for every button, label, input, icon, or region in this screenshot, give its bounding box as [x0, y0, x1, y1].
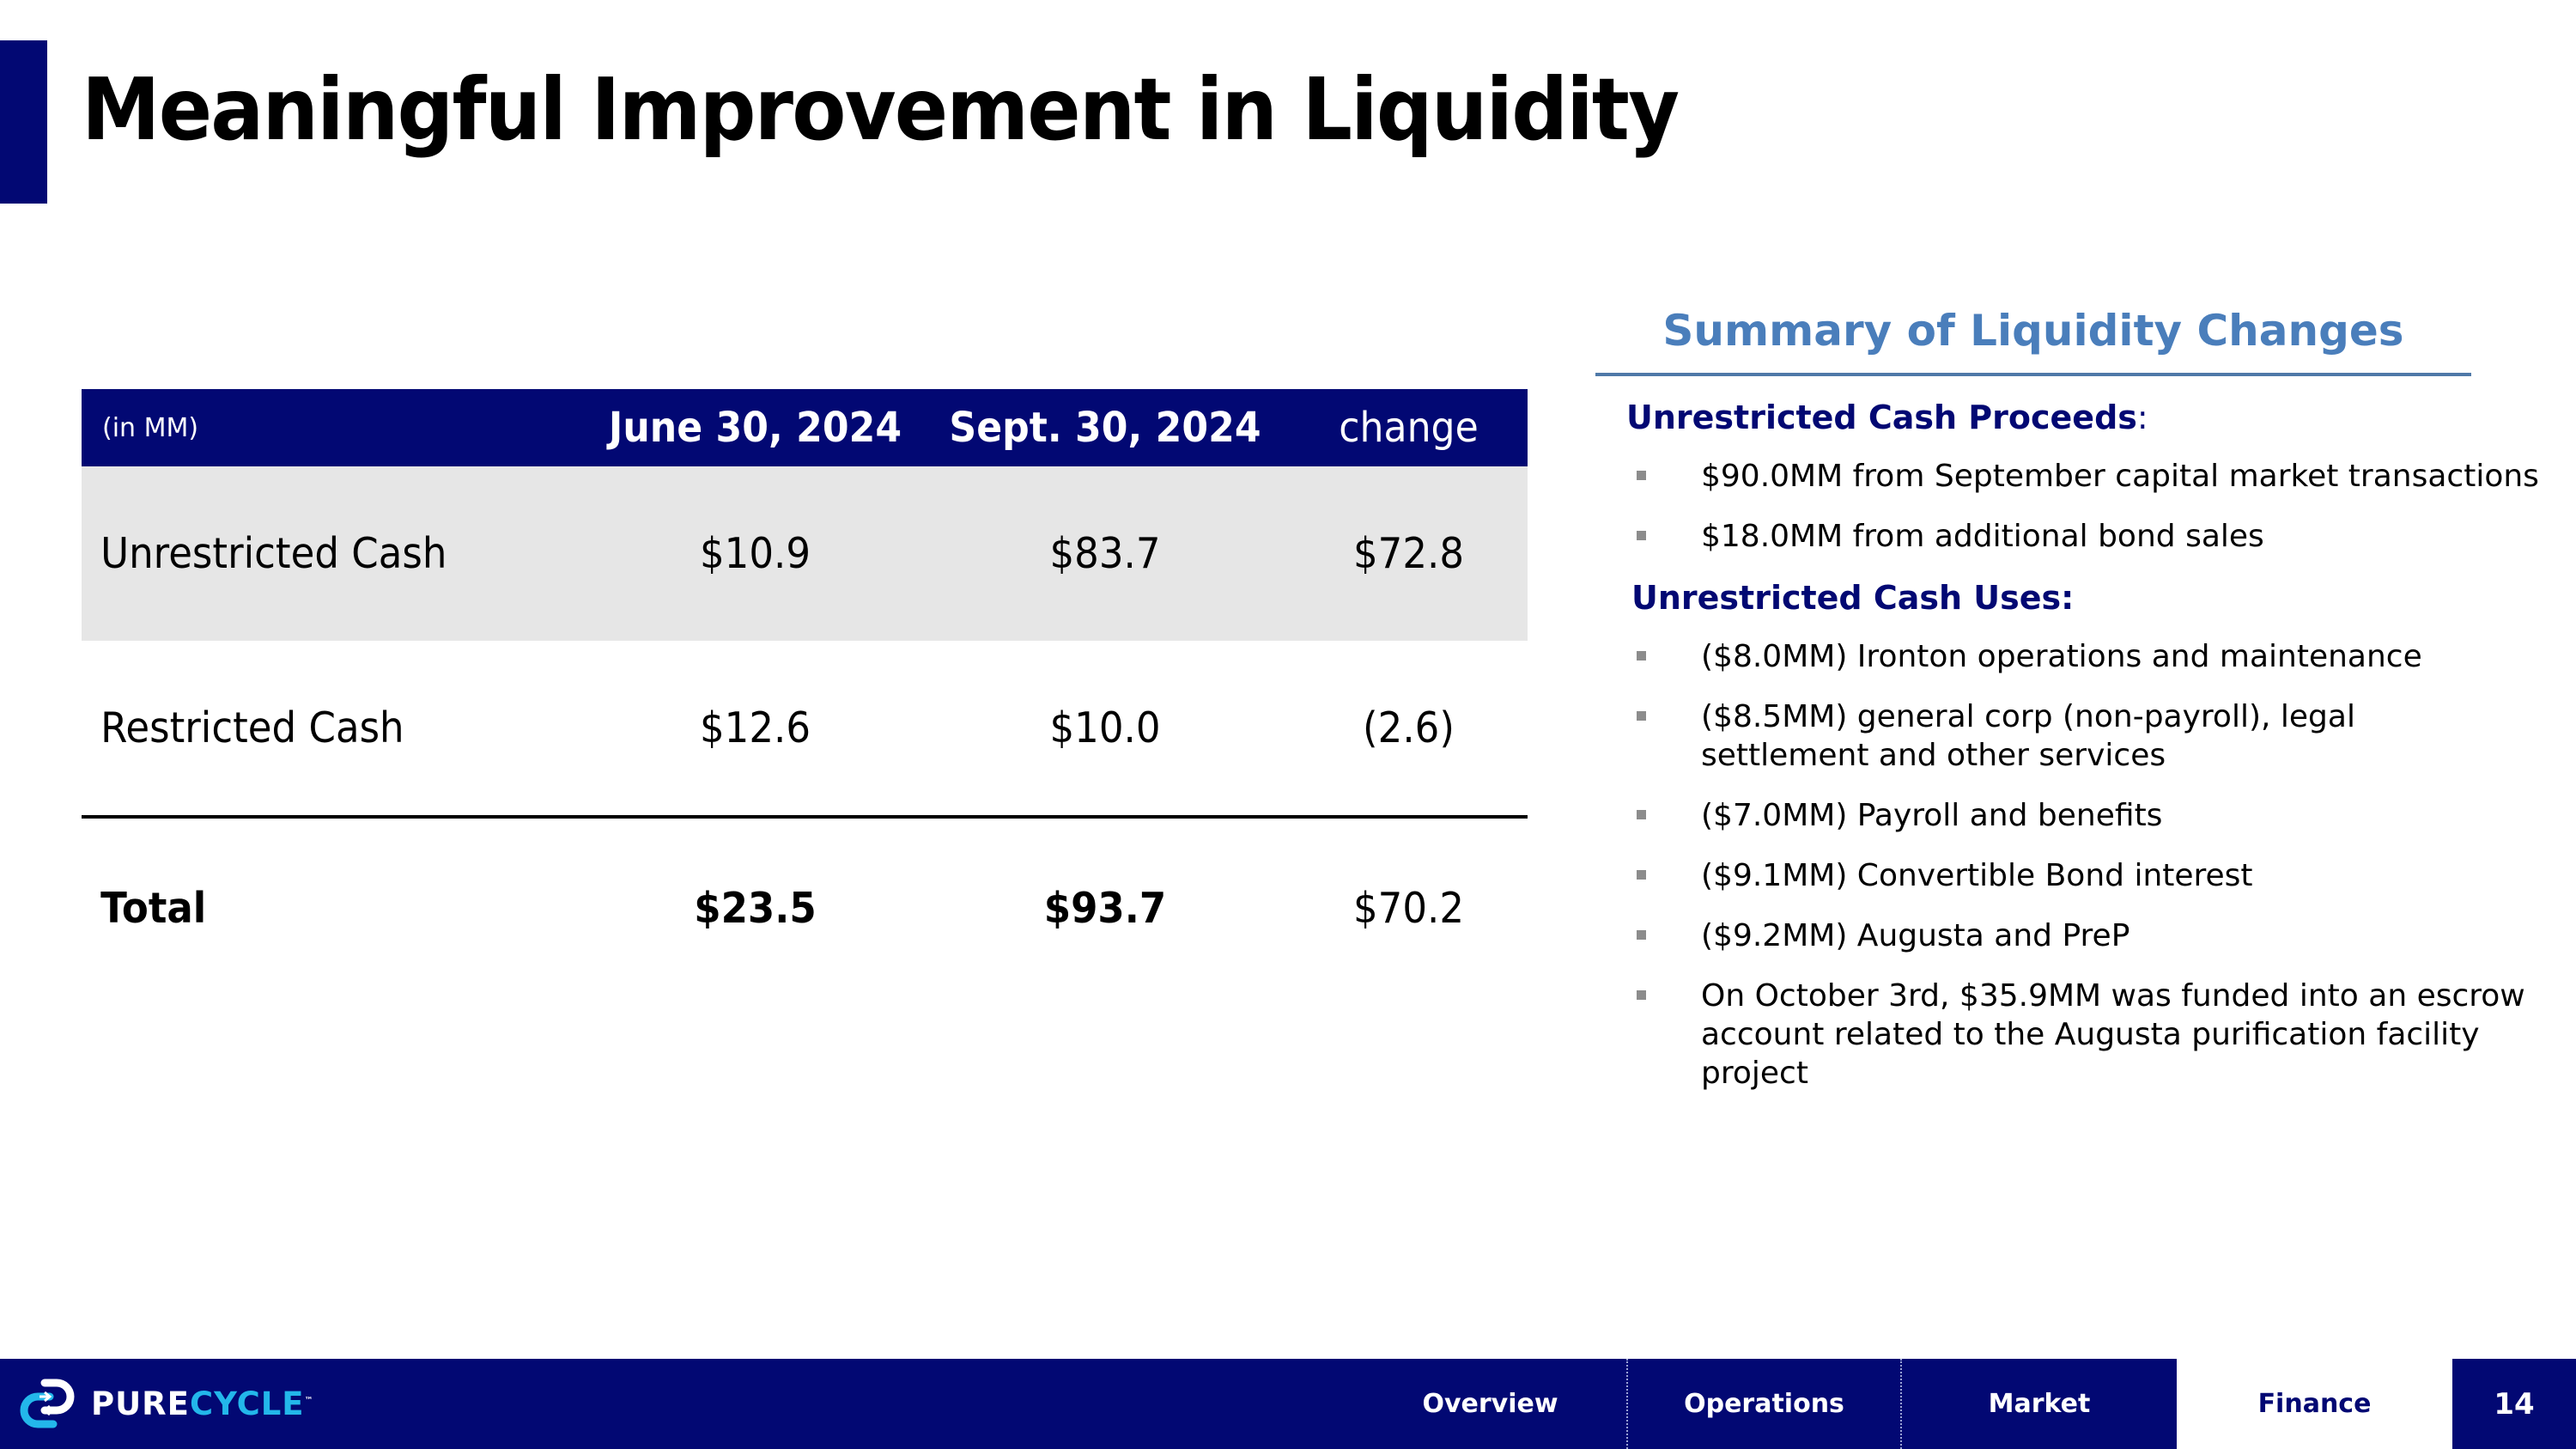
table-row: Unrestricted Cash $10.9 $83.7 $72.8	[82, 466, 1528, 641]
list-item: ($9.2MM) Augusta and PreP	[1637, 916, 2560, 955]
units-label: (in MM)	[102, 412, 199, 443]
nav-tab-finance-active[interactable]: Finance	[2177, 1359, 2452, 1449]
june-value: $10.9	[699, 529, 811, 578]
bullet-square-icon	[1637, 810, 1646, 819]
nav-tab-market[interactable]: Market	[1988, 1389, 2091, 1419]
list-item: On October 3rd, $35.9MM was funded into …	[1637, 977, 2525, 1093]
liquidity-summary-panel: Summary of Liquidity Changes Unrestricte…	[1595, 302, 2557, 1091]
purecycle-arrows-icon	[20, 1379, 75, 1428]
list-item: ($8.0MM) Ironton operations and maintena…	[1637, 637, 2560, 676]
logo-wordmark: PURECYCLE™	[91, 1385, 314, 1422]
proceeds-heading: Unrestricted Cash Proceeds:	[1626, 399, 2148, 436]
column-header-change: change	[1339, 404, 1479, 452]
column-header-june: June 30, 2024	[608, 404, 902, 452]
list-item: ($9.1MM) Convertible Bond interest	[1637, 856, 2560, 895]
change-value: (2.6)	[1363, 703, 1455, 752]
table-header-row: (in MM) June 30, 2024 Sept. 30, 2024 cha…	[82, 389, 1528, 466]
list-item: ($7.0MM) Payroll and benefits	[1637, 796, 2560, 835]
row-label: Restricted Cash	[100, 703, 404, 752]
june-value: $23.5	[694, 883, 817, 933]
bullet-square-icon	[1637, 531, 1646, 540]
list-item: $90.0MM from September capital market tr…	[1637, 457, 2560, 496]
row-label: Unrestricted Cash	[100, 529, 447, 578]
nav-tab-operations[interactable]: Operations	[1628, 1359, 1902, 1449]
bullet-square-icon	[1637, 711, 1646, 721]
page-number: 14	[2494, 1386, 2535, 1422]
bullet-square-icon	[1637, 471, 1646, 480]
bullet-square-icon	[1637, 930, 1646, 940]
nav-tab-overview[interactable]: Overview	[1354, 1359, 1628, 1449]
bullet-square-icon	[1637, 990, 1646, 1000]
change-value: $72.8	[1352, 529, 1465, 578]
bullet-square-icon	[1637, 870, 1646, 880]
bullet-square-icon	[1637, 651, 1646, 661]
summary-title: Summary of Liquidity Changes	[1595, 302, 2471, 376]
sept-value: $10.0	[1049, 703, 1161, 752]
row-label: Total	[100, 883, 207, 933]
list-item: $18.0MM from additional bond sales	[1637, 517, 2560, 556]
liquidity-table: (in MM) June 30, 2024 Sept. 30, 2024 cha…	[82, 389, 1528, 997]
list-item: ($8.5MM) general corp (non-payroll), leg…	[1637, 697, 2474, 775]
june-value: $12.6	[699, 703, 811, 752]
sept-value: $83.7	[1049, 529, 1161, 578]
table-row: Restricted Cash $12.6 $10.0 (2.6)	[82, 641, 1528, 815]
footer-nav-bar: PURECYCLE™ Overview Operations Market Fi…	[0, 1359, 2576, 1449]
page-title: Meaningful Improvement in Liquidity	[82, 59, 1680, 160]
purecycle-logo: PURECYCLE™	[19, 1378, 314, 1429]
table-row-total: Total $23.5 $93.7 $70.2	[82, 815, 1528, 997]
sept-value: $93.7	[1043, 883, 1167, 933]
change-value: $70.2	[1352, 883, 1465, 933]
uses-heading: Unrestricted Cash Uses:	[1631, 579, 2075, 617]
column-header-sept: Sept. 30, 2024	[949, 404, 1261, 452]
title-accent-bar	[0, 40, 47, 204]
